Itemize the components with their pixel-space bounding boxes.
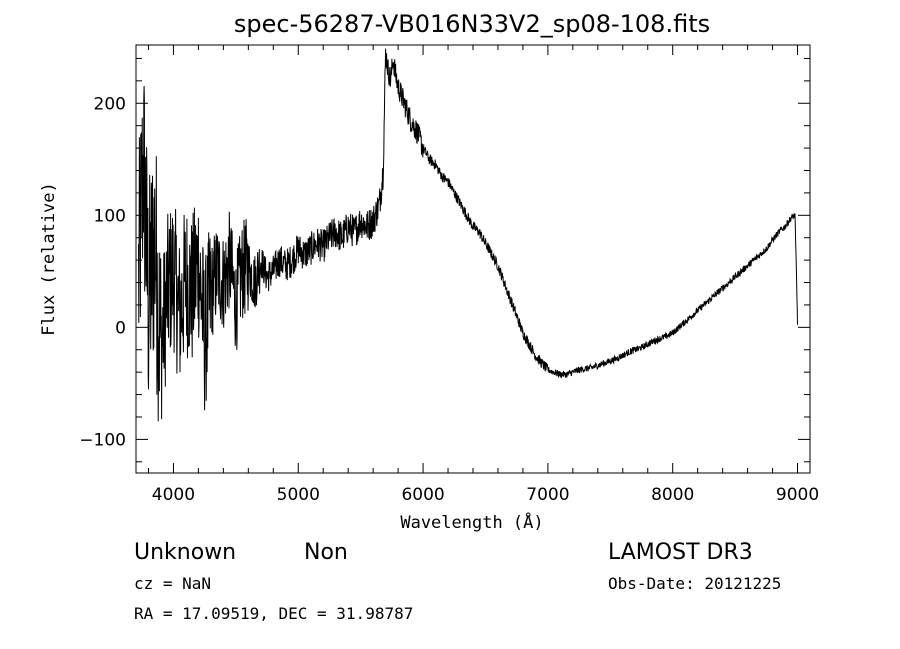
obs-date-label: Obs-Date: 20121225 <box>608 574 781 593</box>
tick-labels: 4000 5000 6000 7000 8000 9000 −100 0 100 200 <box>79 94 819 505</box>
redshift-label: cz = NaN <box>134 574 211 593</box>
object-class: Unknown <box>134 540 236 565</box>
y-axis-label: Flux (relative) <box>39 182 59 336</box>
x-tick-label: 7000 <box>526 485 569 505</box>
object-subclass: Non <box>304 540 348 565</box>
x-tick-label: 4000 <box>152 485 195 505</box>
x-tick-label: 9000 <box>776 485 819 505</box>
y-tick-label: 200 <box>94 94 126 114</box>
series-group <box>138 48 798 422</box>
x-tick-label: 6000 <box>401 485 444 505</box>
y-tick-label: 0 <box>115 318 126 338</box>
x-axis-label: Wavelength (Å) <box>400 511 543 533</box>
y-tick-label: −100 <box>79 430 126 450</box>
y-tick-label: 100 <box>94 206 126 226</box>
x-tick-label: 8000 <box>651 485 694 505</box>
coords-label: RA = 17.09519, DEC = 31.98787 <box>134 604 413 623</box>
chart-title: spec-56287-VB016N33V2_sp08-108.fits <box>234 10 710 38</box>
survey-label: LAMOST DR3 <box>608 540 753 565</box>
spectrum-line <box>138 48 798 422</box>
x-tick-label: 5000 <box>277 485 320 505</box>
